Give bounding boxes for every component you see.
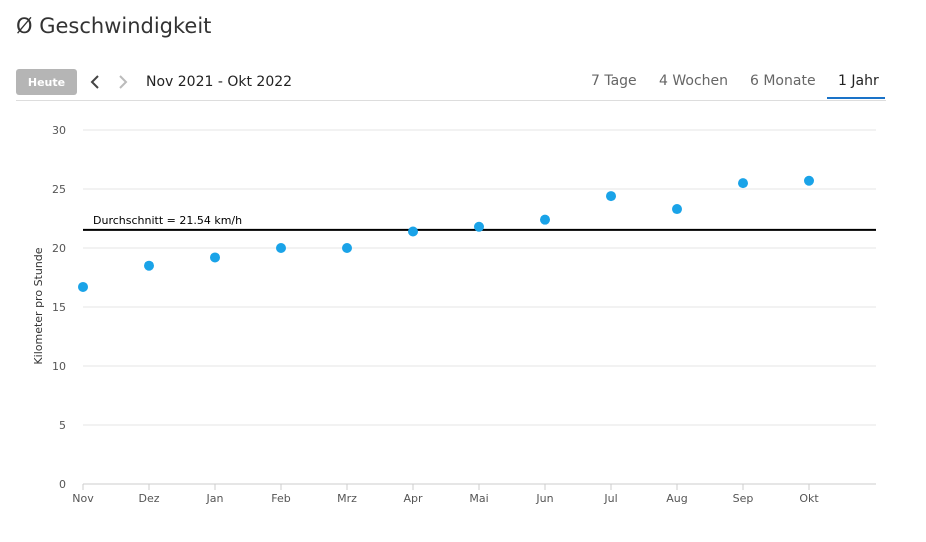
y-axis-label: Kilometer pro Stunde xyxy=(32,247,45,364)
x-tick-label: Mai xyxy=(469,492,488,505)
data-point[interactable] xyxy=(78,281,88,292)
y-tick-label: 5 xyxy=(59,419,66,432)
data-point[interactable] xyxy=(474,221,484,232)
data-point[interactable] xyxy=(540,214,550,225)
x-tick-label: Dez xyxy=(138,492,159,505)
tab-7-days[interactable]: 7 Tage xyxy=(591,73,637,89)
x-tick-label: Nov xyxy=(72,492,94,505)
data-point[interactable] xyxy=(210,252,220,263)
y-tick-label: 20 xyxy=(52,242,66,255)
x-tick-label: Aug xyxy=(666,492,687,505)
active-tab-indicator xyxy=(827,97,885,99)
data-point[interactable] xyxy=(738,178,748,189)
chevron-left-icon xyxy=(90,75,99,89)
y-tick-label: 30 xyxy=(52,124,66,137)
y-tick-label: 10 xyxy=(52,360,66,373)
x-tick-label: Jan xyxy=(206,492,224,505)
x-tick-label: Feb xyxy=(271,492,290,505)
average-label: Durchschnitt = 21.54 km/h xyxy=(93,214,242,227)
data-point[interactable] xyxy=(804,175,814,186)
data-point[interactable] xyxy=(672,204,682,215)
next-period-button[interactable] xyxy=(112,68,134,96)
today-button[interactable]: Heute xyxy=(16,69,77,95)
y-tick-label: 15 xyxy=(52,301,66,314)
data-point[interactable] xyxy=(342,243,352,253)
x-tick-label: Mrz xyxy=(337,492,357,505)
previous-period-button[interactable] xyxy=(84,68,106,96)
x-tick-label: Okt xyxy=(799,492,819,505)
data-point[interactable] xyxy=(276,243,286,253)
y-tick-label: 25 xyxy=(52,183,66,196)
page-title: Ø Geschwindigkeit xyxy=(16,14,212,38)
date-range-label: Nov 2021 - Okt 2022 xyxy=(146,74,293,90)
x-tick-label: Apr xyxy=(403,492,423,505)
x-tick-label: Jul xyxy=(603,492,617,505)
tab-1-year[interactable]: 1 Jahr xyxy=(838,73,879,89)
y-tick-label: 0 xyxy=(59,478,66,491)
tab-6-months[interactable]: 6 Monate xyxy=(750,73,816,89)
x-tick-label: Sep xyxy=(733,492,754,505)
tab-4-weeks[interactable]: 4 Wochen xyxy=(659,73,729,89)
x-tick-label: Jun xyxy=(535,492,553,505)
data-point[interactable] xyxy=(144,260,154,271)
data-point[interactable] xyxy=(606,191,616,202)
period-toolbar: Heute Nov 2021 - Okt 2022 7 Tage 4 Woche… xyxy=(16,68,886,101)
chevron-right-icon xyxy=(119,75,128,89)
data-point[interactable] xyxy=(408,226,418,237)
